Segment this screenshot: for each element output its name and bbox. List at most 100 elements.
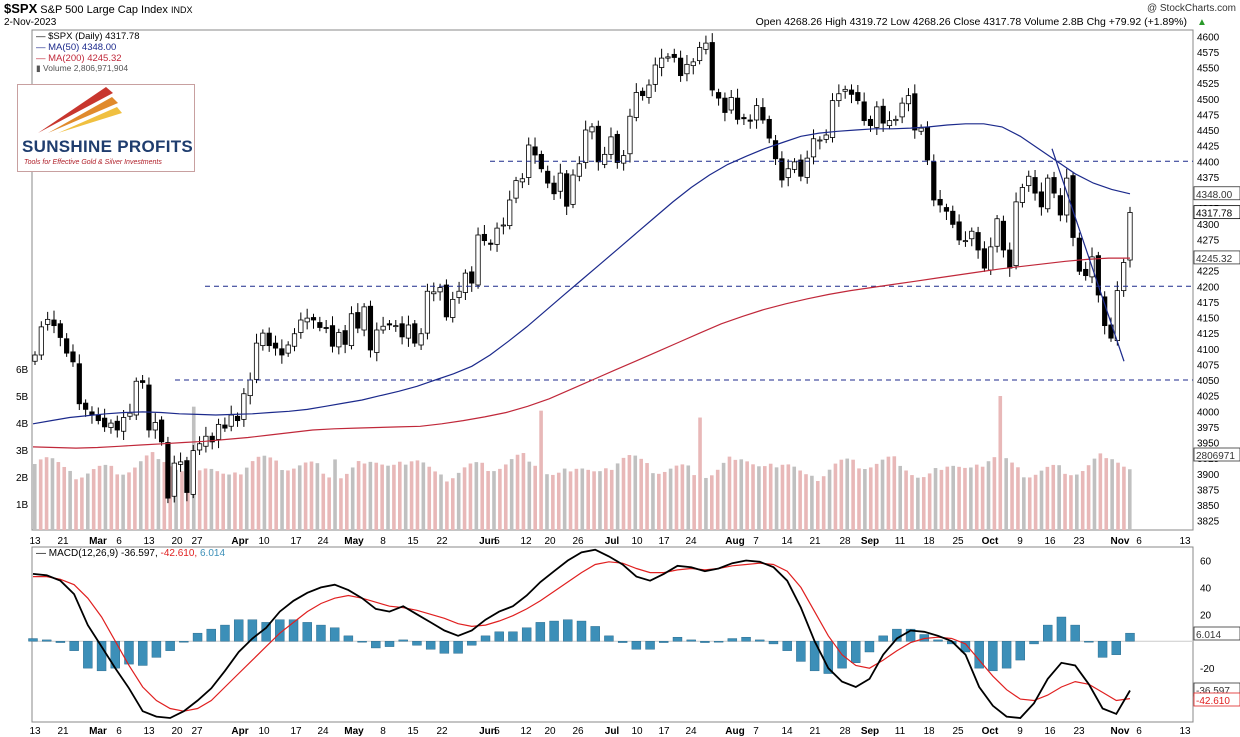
volume-bar <box>109 465 114 530</box>
candle-body <box>715 92 722 99</box>
candle-body <box>114 420 120 431</box>
candle-body <box>1108 324 1114 339</box>
volume-bar <box>933 468 938 530</box>
candle-body <box>146 384 152 431</box>
macd-histogram-bar <box>439 641 450 654</box>
macd-histogram-bar <box>549 620 559 642</box>
x-tick-label-bottom: 21 <box>809 726 821 737</box>
price-value-box <box>1193 205 1240 220</box>
volume-bar <box>586 469 590 530</box>
macd-histogram-bar <box>713 641 724 643</box>
volume-bar <box>486 471 490 530</box>
volume-bar <box>256 456 261 530</box>
volume-bar <box>592 471 596 530</box>
macd-histogram-bar <box>480 635 491 642</box>
price-tick-label: 4200 <box>1197 282 1220 293</box>
x-tick-label: Apr <box>231 536 248 547</box>
candle-body <box>589 126 595 133</box>
volume-bar <box>368 461 373 530</box>
volume-bar <box>80 477 84 530</box>
macd-histogram-bar <box>823 641 834 674</box>
macd-histogram-bar <box>179 641 189 643</box>
x-tick-label-bottom: 17 <box>290 726 302 737</box>
candle-body <box>336 332 342 348</box>
price-tick-label: 4300 <box>1197 220 1220 231</box>
candle-body <box>83 402 89 410</box>
volume-bar <box>827 469 832 530</box>
candle-body <box>234 415 241 422</box>
price-tick-label: 4025 <box>1197 392 1220 403</box>
x-tick-label-bottom: 24 <box>685 726 697 737</box>
up-arrow-icon: ▲ <box>1197 17 1207 28</box>
macd-histogram-bar <box>1015 641 1025 661</box>
candle-body <box>519 178 525 183</box>
volume-bar <box>427 466 432 530</box>
candle-body <box>817 139 823 142</box>
volume-bar <box>621 457 626 530</box>
volume-bar <box>798 470 802 530</box>
candle-body <box>785 168 791 178</box>
volume-bar <box>1039 470 1044 530</box>
macd-histogram-bar <box>988 641 998 672</box>
macd-histogram-bar <box>590 626 600 642</box>
macd-histogram-bar <box>384 641 395 647</box>
macd-histogram-bar <box>357 641 367 643</box>
volume-bar <box>821 476 826 530</box>
x-tick-label: 9 <box>1017 536 1023 547</box>
x-tick-label: 22 <box>436 536 448 547</box>
volume-bar <box>68 470 72 530</box>
macd-legend-hist: 6.014 <box>200 548 225 559</box>
volume-bar <box>574 468 579 530</box>
price-tick-label: 4400 <box>1197 157 1220 168</box>
volume-bar <box>115 474 120 530</box>
candle-body <box>386 323 393 326</box>
volume-bar <box>539 410 543 530</box>
volume-bar <box>780 464 785 530</box>
volume-bar <box>1045 466 1050 530</box>
price-tick-label: 4525 <box>1197 79 1220 90</box>
macd-histogram-bar <box>220 624 230 642</box>
volume-bar <box>280 470 284 530</box>
macd-histogram-bar <box>604 635 614 642</box>
macd-signal-line <box>33 561 1131 712</box>
volume-bar <box>233 472 237 530</box>
x-tick-label-bottom: 25 <box>952 726 964 737</box>
volume-bar <box>239 474 243 530</box>
volume-bar <box>745 461 749 530</box>
macd-histogram-bar <box>905 628 916 642</box>
x-tick-label: 11 <box>895 536 906 547</box>
x-tick-label-bottom: Apr <box>231 726 248 737</box>
macd-histogram-bar <box>96 641 107 672</box>
volume-bar <box>751 464 755 530</box>
volume-bar <box>698 417 702 530</box>
volume-value: 2806971 <box>1196 451 1235 462</box>
x-tick-label: Oct <box>982 536 999 547</box>
volume-bar <box>1098 453 1103 530</box>
candle-body <box>880 105 886 124</box>
candle-body <box>753 105 760 121</box>
volume-bar <box>215 471 220 530</box>
volume-bar <box>527 461 532 530</box>
price-tick-label: 3825 <box>1197 517 1220 528</box>
x-tick-label-bottom: 26 <box>572 726 584 737</box>
candle-body <box>1064 177 1070 216</box>
candle-body <box>943 207 950 212</box>
volume-bar <box>209 468 214 530</box>
macd-histogram-bar <box>1043 624 1053 642</box>
x-tick-label: 13 <box>143 536 155 547</box>
candle-body <box>994 218 1000 247</box>
x-tick-label-bottom: 16 <box>1044 726 1056 737</box>
x-tick-label: 15 <box>407 536 419 547</box>
price-tick-label: 4175 <box>1197 298 1220 309</box>
volume-bar <box>1063 473 1067 530</box>
x-tick-label-bottom: 17 <box>658 726 670 737</box>
ma200-value: 4245.32 <box>1196 254 1233 265</box>
volume-bar <box>1080 471 1085 530</box>
candle-body <box>602 153 608 165</box>
x-tick-label: Mar <box>89 536 107 547</box>
ohlc-readout: Open 4268.26 High 4319.72 Low 4268.26 Cl… <box>756 16 1187 28</box>
candle-body <box>279 348 285 356</box>
candle-body <box>810 138 817 158</box>
macd-histogram-bar <box>659 641 669 643</box>
